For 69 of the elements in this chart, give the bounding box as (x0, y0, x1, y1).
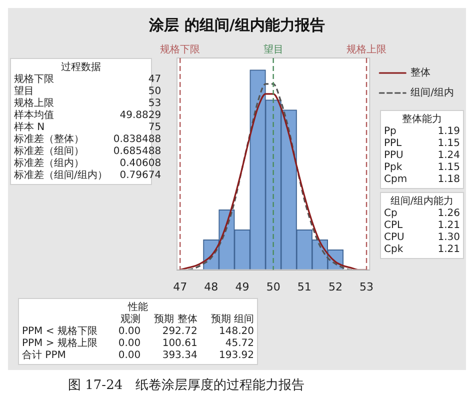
text: 75 (147, 122, 162, 134)
text: 整体能力 (401, 113, 443, 126)
chart-title: 涂层 的组间/组内能力报告 (148, 16, 326, 35)
text: 292.72 (161, 326, 198, 338)
text: 标准差（组间） (14, 146, 85, 158)
x-tick-label: 47 (173, 280, 188, 294)
text: 50 (147, 86, 162, 98)
text: 样本 N (14, 122, 46, 134)
text: CPU (384, 232, 406, 244)
text: Cpm (384, 174, 408, 186)
text: 148.20 (218, 326, 254, 338)
text: 0.00 (117, 350, 141, 362)
text: 47 (147, 74, 162, 86)
text: 193.92 (218, 350, 254, 362)
text: 49.8829 (118, 110, 162, 122)
text: 性能 (126, 301, 149, 314)
text: 0.685488 (113, 146, 162, 158)
text: PPL (384, 138, 403, 150)
text: 0.79674 (118, 170, 162, 182)
text: 望目 (14, 86, 35, 98)
text: 预期 整体 (153, 314, 198, 326)
text: PPM > 规格上限 (22, 338, 98, 350)
text: 标准差（整体） (14, 134, 85, 146)
legend-label: 组间/组内 (410, 86, 454, 99)
text: 标准差（组内） (14, 158, 85, 170)
text: PPM < 规格下限 (22, 326, 98, 338)
legend-label: 整体 (410, 66, 431, 79)
x-tick-label: 48 (204, 280, 218, 294)
text: CPL (384, 220, 404, 232)
text: Cp (384, 208, 398, 220)
text: 1.21 (436, 244, 460, 256)
text: 过程数据 (60, 61, 102, 74)
text: 样本均值 (14, 110, 55, 122)
text: 393.34 (161, 350, 198, 362)
text: 预期 组间 (210, 314, 254, 326)
text: 1.19 (436, 126, 460, 138)
ref-line-label: 规格上限 (346, 44, 387, 56)
text: 规格下限 (14, 74, 55, 86)
text: 53 (147, 98, 162, 110)
text: 100.61 (161, 338, 198, 350)
text: 1.15 (436, 162, 460, 174)
x-tick-label: 53 (360, 280, 374, 294)
text: 1.15 (436, 138, 460, 150)
text: Pp (384, 126, 398, 138)
text: 0.00 (117, 326, 141, 338)
x-tick-label: 52 (328, 280, 342, 294)
text: 0.838488 (113, 134, 162, 146)
text: 1.26 (436, 208, 460, 220)
text: 规格上限 (14, 98, 55, 110)
text: 0.00 (117, 338, 141, 350)
caption: 图 17-24 纸卷涂层厚度的过程能力报告 (68, 377, 305, 394)
text: 45.72 (224, 338, 254, 350)
text: Ppk (384, 162, 404, 174)
x-tick-label: 49 (235, 280, 250, 294)
text: 0.40608 (118, 158, 162, 170)
text: PPU (384, 150, 404, 162)
text: 合计 PPM (22, 350, 67, 362)
text: 1.18 (436, 174, 460, 186)
text: Cpk (384, 244, 404, 256)
ref-line-label: 规格下限 (160, 44, 200, 56)
x-tick-label: 51 (297, 280, 312, 294)
text: 观测 (120, 314, 141, 326)
x-tick-label: 50 (266, 280, 280, 294)
text: 1.30 (436, 232, 460, 244)
text: 标准差（组间/组内） (14, 170, 108, 182)
text: 组间/组内能力 (389, 195, 455, 208)
text: 1.24 (436, 150, 460, 162)
text: 1.21 (436, 220, 460, 232)
ref-line-label: 望目 (263, 44, 284, 56)
